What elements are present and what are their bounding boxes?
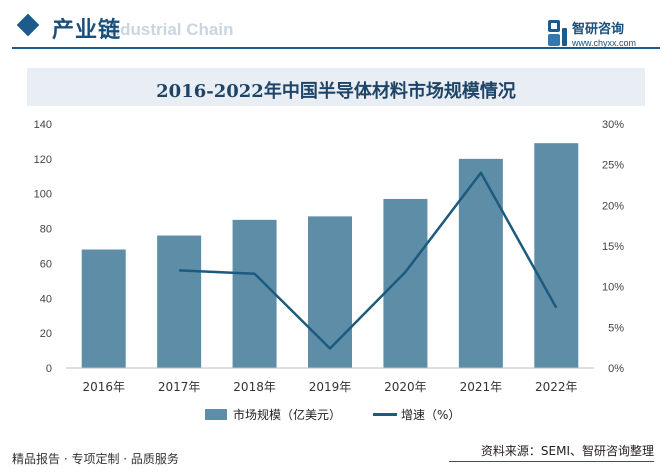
bar-2021年 (458, 158, 503, 368)
bar-2016年 (81, 249, 126, 368)
x-axis-tick-label: 2017年 (158, 380, 201, 394)
bar-series (81, 143, 579, 368)
right-axis-tick-label: 0% (608, 363, 624, 375)
line-series (179, 171, 558, 350)
brand: 智研咨询 www.chyxx.com (548, 18, 654, 52)
footer-tagline: 精品报告 · 专项定制 · 品质服务 (12, 452, 179, 466)
right-axis-tick-label: 25% (602, 160, 624, 172)
left-axis-tick-label: 40 (40, 293, 52, 305)
footer: 精品报告 · 专项定制 · 品质服务 资料来源：SEMI、智研咨询整理 (0, 442, 672, 476)
header-subtitle: Industrial Chain (105, 20, 234, 39)
x-axis-tick-label: 2021年 (460, 380, 503, 394)
bar-2018年 (232, 219, 277, 368)
header-title: 产业链 (52, 18, 122, 43)
left-axis-tick-label: 60 (40, 258, 52, 270)
legend-swatch-line (373, 413, 397, 416)
header: Industrial Chain 产业链 智研咨询 www.chyxx.com (0, 0, 672, 54)
legend-label-market-size: 市场规模（亿美元） (233, 408, 342, 422)
brand-logo-icon (548, 20, 567, 46)
x-axis-tick-label: 2022年 (535, 380, 578, 394)
left-axis-tick-label: 120 (34, 154, 52, 166)
legend-swatch-bar (205, 409, 227, 420)
bar-2019年 (308, 216, 352, 368)
left-axis-tick-label: 0 (46, 363, 52, 375)
footer-source-underline (449, 461, 654, 462)
bar-2022年 (534, 143, 579, 368)
x-axis-tick-label: 2020年 (384, 380, 427, 394)
growth-line (179, 171, 558, 350)
bar-2017年 (157, 235, 202, 368)
right-axis-tick-label: 5% (608, 322, 624, 334)
chart-title: 2016-2022年中国半导体材料市场规模情况 (156, 81, 516, 102)
chart-title-band: 2016-2022年中国半导体材料市场规模情况 (27, 68, 645, 106)
right-axis-tick-label: 10% (602, 282, 624, 294)
left-axis-tick-label: 80 (40, 224, 52, 236)
left-axis: 0 20 40 60 80 100 120 140 (34, 119, 52, 375)
brand-name: 智研咨询 (572, 22, 625, 37)
left-axis-tick-label: 140 (34, 119, 52, 131)
right-axis-tick-label: 30% (602, 119, 624, 131)
left-axis-tick-label: 100 (34, 189, 52, 201)
header-divider (12, 47, 660, 49)
footer-source: 资料来源：SEMI、智研咨询整理 (480, 444, 654, 458)
left-axis-tick-label: 20 (40, 328, 52, 340)
x-axis-tick-label: 2016年 (82, 380, 125, 394)
right-axis-tick-label: 15% (602, 241, 624, 253)
right-axis-tick-label: 20% (602, 200, 624, 212)
legend-label-growth: 增速（%） (401, 408, 461, 422)
bar-2020年 (383, 198, 428, 368)
x-axis-tick-label: 2019年 (309, 380, 352, 394)
right-axis: 0% 5% 10% 15% 20% 25% 30% (602, 119, 624, 375)
x-axis: 2016年 2017年 2018年 2019年 2020年 2021年 2022年 (66, 367, 594, 394)
brand-url: www.chyxx.com (572, 38, 637, 48)
x-axis-tick-label: 2018年 (233, 380, 276, 394)
